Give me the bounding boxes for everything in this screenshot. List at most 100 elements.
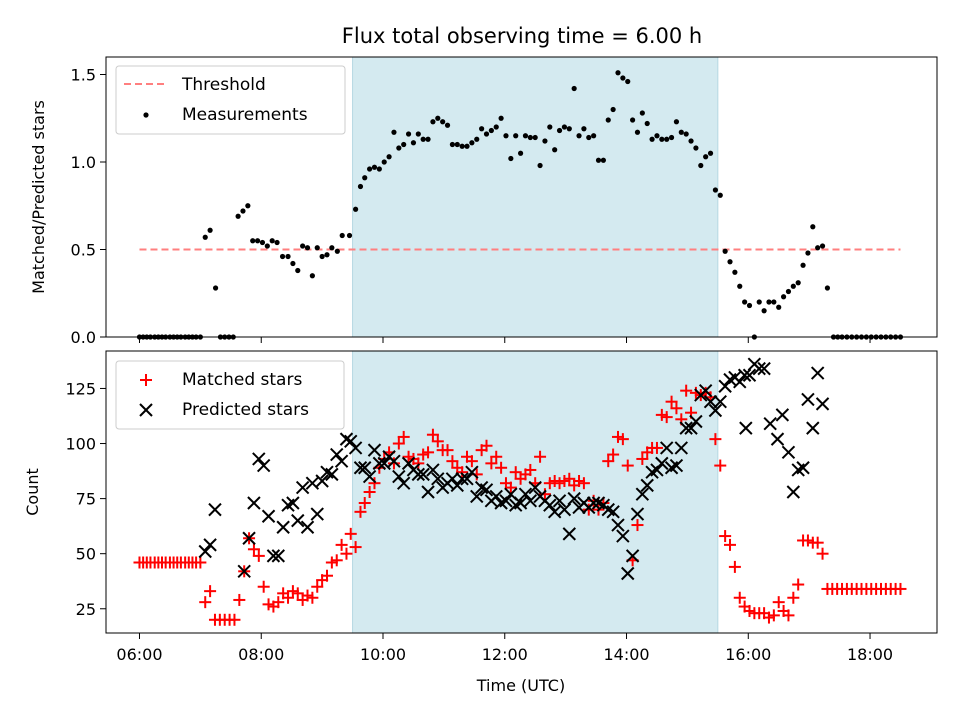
measurement-point xyxy=(212,285,219,291)
top-ytick-label: 1.0 xyxy=(71,153,96,172)
predicted-star-stroke xyxy=(499,494,513,508)
predicted-star-stroke xyxy=(640,478,654,493)
predicted-star-stroke xyxy=(801,392,815,407)
matched-star-point xyxy=(534,450,547,463)
predicted-star-point xyxy=(786,485,801,499)
predicted-star-point xyxy=(362,469,377,484)
measurement-point xyxy=(649,136,655,142)
measurement-point xyxy=(586,134,592,141)
predicted-star-point xyxy=(387,454,401,468)
predicted-star-stroke xyxy=(737,368,752,382)
predicted-star-stroke xyxy=(367,443,382,457)
predicted-star-point xyxy=(562,527,576,541)
predicted-star-stroke xyxy=(256,458,271,473)
measurement-point xyxy=(444,122,451,128)
predicted-star-stroke xyxy=(348,441,363,455)
chart-title: Flux total observing time = 6.00 h xyxy=(342,24,702,48)
predicted-star-point xyxy=(411,467,426,482)
measurement-point xyxy=(329,245,335,251)
measurement-point xyxy=(805,250,811,256)
predicted-star-stroke xyxy=(763,416,777,431)
measurement-point xyxy=(254,238,261,244)
measurement-point xyxy=(264,243,270,249)
matched-star-point xyxy=(426,428,439,441)
matched-star-point xyxy=(387,457,400,470)
predicted-star-stroke xyxy=(320,465,334,479)
measurement-point xyxy=(295,267,301,274)
predicted-star-point xyxy=(810,366,825,380)
predicted-star-point xyxy=(499,494,513,508)
predicted-star-point xyxy=(523,494,538,508)
predicted-star-stroke xyxy=(630,507,645,521)
matched-star-point xyxy=(344,527,357,540)
predicted-star-point xyxy=(801,392,815,407)
predicted-star-stroke xyxy=(377,456,391,471)
predicted-star-stroke xyxy=(261,509,276,523)
matched-star-point xyxy=(306,591,319,604)
measurement-point xyxy=(698,162,704,169)
predicted-star-stroke xyxy=(372,456,387,471)
measurement-point xyxy=(776,304,782,310)
measurement-point xyxy=(435,115,441,121)
measurement-point xyxy=(693,145,699,151)
measurement-point xyxy=(819,243,826,249)
measurement-point xyxy=(474,136,480,142)
measurement-point xyxy=(396,145,402,151)
measurement-point xyxy=(537,162,543,169)
bottom-panel: 25 50 75 100 125 06:00 08:00 10:00 12:00 14:00 16:… xyxy=(23,350,938,695)
predicted-star-stroke xyxy=(401,456,416,471)
measurement-point xyxy=(319,253,325,260)
measurement-point xyxy=(245,203,251,209)
predicted-star-point xyxy=(650,463,664,477)
matched-star-point xyxy=(412,457,425,470)
predicted-star-stroke xyxy=(625,549,640,563)
legend-matched-swatch xyxy=(140,374,152,386)
measurement-point xyxy=(727,259,733,265)
measurement-point xyxy=(766,299,772,305)
measurement-point xyxy=(324,252,330,258)
matched-star-point xyxy=(495,461,508,474)
predicted-star-point xyxy=(625,549,640,563)
measurement-point xyxy=(625,78,631,85)
measurement-point xyxy=(571,85,577,92)
bottom-ytick-label: 125 xyxy=(65,379,96,398)
top-ylabel: Matched/Predicted stars xyxy=(29,100,48,294)
matched-star-point xyxy=(228,613,241,626)
predicted-star-stroke xyxy=(739,421,753,435)
predicted-star-stroke xyxy=(416,467,430,482)
predicted-star-stroke xyxy=(775,408,790,422)
predicted-star-stroke xyxy=(708,403,723,418)
matched-star-point xyxy=(621,459,634,472)
measurement-point xyxy=(522,133,529,139)
measurement-point xyxy=(381,159,387,165)
predicted-star-stroke xyxy=(504,487,518,501)
bottom-ytick-label: 100 xyxy=(65,435,96,454)
predicted-star-stroke xyxy=(431,472,445,486)
top-ytick-label: 1.5 xyxy=(71,66,96,85)
predicted-star-stroke xyxy=(684,421,698,435)
predicted-star-stroke xyxy=(591,496,606,510)
matched-star-point xyxy=(335,538,348,551)
predicted-star-stroke xyxy=(305,476,320,490)
predicted-star-point xyxy=(367,443,382,457)
predicted-star-stroke xyxy=(552,494,567,508)
bottom-legend-box xyxy=(115,360,345,430)
predicted-star-point xyxy=(679,421,693,435)
measurement-point xyxy=(415,131,421,137)
measurement-point xyxy=(498,115,504,121)
measurement-point xyxy=(630,117,636,123)
measurement-point xyxy=(576,133,582,139)
predicted-star-stroke xyxy=(567,491,581,506)
predicted-star-point xyxy=(261,509,276,523)
measurement-point xyxy=(810,224,816,230)
measurement-point xyxy=(780,294,787,300)
predicted-star-stroke xyxy=(362,469,377,484)
matched-star-point xyxy=(724,538,737,551)
predicted-star-stroke xyxy=(810,366,825,380)
measurement-point xyxy=(556,127,563,134)
predicted-star-stroke xyxy=(806,421,820,435)
predicted-star-stroke xyxy=(757,361,771,376)
measurement-point xyxy=(790,283,796,289)
measurement-point xyxy=(771,299,777,305)
